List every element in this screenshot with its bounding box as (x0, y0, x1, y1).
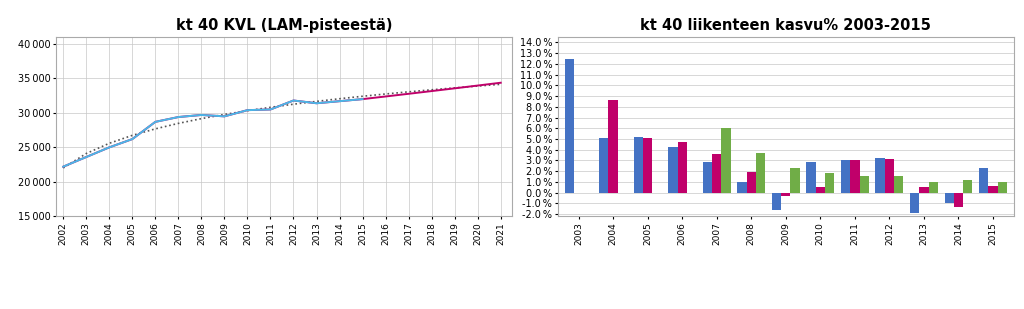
Bar (643, 138, 652, 193)
Legend: KVL, kasvukertoimien mukainen likenne-ennuste (1,2 % vuodessa), Log. (KVL): KVL, kasvukertoimien mukainen likenne-en… (77, 307, 492, 309)
Bar (756, 153, 765, 193)
Bar (964, 180, 973, 193)
Bar (929, 182, 938, 193)
Title: kt 40 KVL (LAM-pisteestä): kt 40 KVL (LAM-pisteestä) (176, 18, 392, 33)
Bar (712, 154, 721, 193)
Bar (841, 160, 850, 193)
Bar (608, 100, 617, 193)
Bar (876, 158, 885, 193)
Bar (702, 162, 712, 193)
Bar (737, 182, 746, 193)
Bar (599, 138, 608, 193)
Bar (859, 176, 869, 193)
Bar (634, 137, 643, 193)
Bar (816, 187, 825, 193)
Bar (564, 58, 573, 193)
Bar (791, 168, 800, 193)
Bar (988, 186, 997, 193)
Legend: erotus viime vuoteen, kahden vuoden liukuva keskiarvo, viiden vuoden liukuva kes: erotus viime vuoteen, kahden vuoden liuk… (567, 307, 1005, 309)
Bar (885, 159, 894, 193)
Bar (806, 162, 816, 193)
Bar (997, 182, 1007, 193)
Bar (825, 173, 835, 193)
Bar (746, 172, 756, 193)
Bar (850, 160, 859, 193)
Bar (894, 176, 903, 193)
Bar (772, 193, 781, 210)
Bar (669, 146, 678, 193)
Bar (781, 193, 791, 196)
Bar (910, 193, 920, 213)
Bar (721, 128, 731, 193)
Title: kt 40 liikenteen kasvu% 2003-2015: kt 40 liikenteen kasvu% 2003-2015 (640, 18, 931, 33)
Bar (678, 142, 687, 193)
Bar (979, 168, 988, 193)
Bar (953, 193, 964, 207)
Bar (920, 187, 929, 193)
Bar (944, 193, 953, 203)
